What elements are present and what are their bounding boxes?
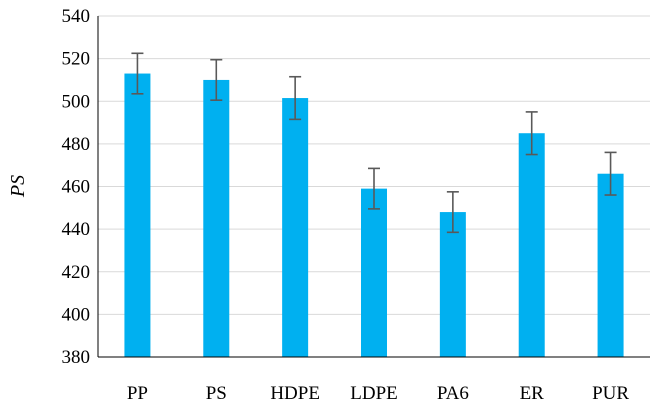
y-tick-label: 380 (62, 347, 91, 368)
x-tick-label: PUR (592, 383, 629, 404)
x-tick-label: PS (206, 383, 227, 404)
y-tick-label: 520 (62, 49, 91, 70)
bar-pp (124, 73, 151, 357)
error-bar-er (525, 111, 538, 156)
x-tick-label: ER (520, 383, 545, 404)
y-tick-label: 440 (62, 219, 91, 240)
bar-pa6 (439, 212, 466, 357)
y-tick-label: 400 (62, 304, 91, 325)
y-tick-label: 540 (62, 6, 91, 27)
error-bars (131, 52, 617, 234)
error-bar-pur (604, 151, 617, 196)
y-tick-label: 500 (62, 91, 91, 112)
error-bar-pp (131, 52, 144, 95)
bar-hdpe (282, 98, 309, 357)
bar-pur (597, 173, 624, 357)
error-bar-pa6 (446, 191, 459, 234)
x-tick-label: LDPE (350, 383, 398, 404)
bars (124, 73, 624, 357)
y-tick-label: 460 (62, 177, 91, 198)
x-tick-label: PP (127, 383, 148, 404)
bar-ldpe (361, 188, 387, 357)
error-bar-ldpe (368, 167, 380, 210)
y-axis-title: PS (7, 175, 29, 198)
bar-er (518, 133, 545, 357)
error-bar-ps (210, 58, 223, 101)
bar-ps (203, 79, 230, 357)
axes (97, 16, 650, 358)
x-tick-label: PA6 (437, 383, 469, 404)
y-tick-label: 420 (62, 262, 91, 283)
error-bar-hdpe (289, 75, 302, 121)
y-tick-label: 480 (62, 134, 91, 155)
x-tick-label: HDPE (270, 383, 320, 404)
labels: 380 400 420 440 460 480 500 520 540 PP PS HDPE LDPE P… (62, 6, 630, 404)
